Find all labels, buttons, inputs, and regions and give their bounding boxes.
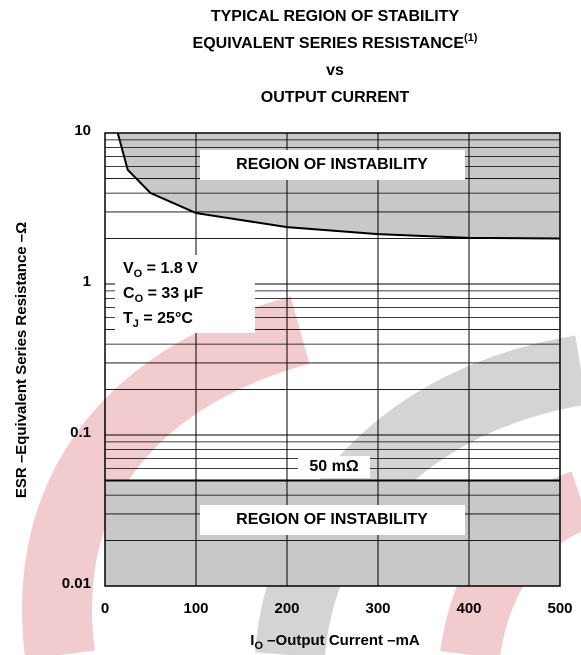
instability-area — [117, 133, 561, 239]
y-tick-label: 0.01 — [62, 575, 91, 592]
x-tick-label: 300 — [365, 600, 390, 617]
x-tick-label: 500 — [547, 600, 572, 617]
y-tick-label: 0.1 — [70, 424, 91, 441]
x-label-subscript: O — [254, 640, 263, 652]
label-bg — [298, 456, 370, 478]
condition-subscript: O — [135, 293, 144, 305]
label-bg — [200, 505, 465, 535]
condition-text: = 1.8 V — [142, 260, 198, 277]
condition-symbol: V — [123, 260, 134, 277]
x-label-symbol: I — [250, 632, 254, 649]
condition: VO = 1.8 V — [123, 260, 198, 280]
title-superscript: (1) — [464, 32, 478, 44]
title-line: vs — [326, 62, 344, 79]
x-tick-label: 0 — [101, 600, 109, 617]
label-bg — [115, 255, 255, 333]
condition-subscript: O — [134, 268, 143, 280]
condition-subscript: J — [133, 318, 139, 330]
watermark-arc — [255, 335, 581, 655]
condition-symbol: C — [123, 285, 135, 302]
plot-frame — [104, 132, 561, 587]
condition-text: = 25°C — [139, 310, 193, 327]
y-axis-label: ESR –Equivalent Series Resistance –Ω — [13, 222, 30, 498]
title-line: EQUIVALENT SERIES RESISTANCE(1) — [193, 32, 478, 52]
title-line: TYPICAL REGION OF STABILITY — [211, 8, 460, 25]
title-text: EQUIVALENT SERIES RESISTANCE — [193, 35, 465, 52]
condition: CO = 33 μF — [123, 285, 203, 305]
label-bg — [200, 150, 465, 180]
condition: TJ = 25°C — [123, 310, 193, 330]
y-tick-label: 1 — [83, 273, 91, 290]
title-line: OUTPUT CURRENT — [261, 89, 410, 106]
x-label-text: –Output Current –mA — [263, 632, 420, 649]
x-tick-label: 400 — [456, 600, 481, 617]
x-tick-label: 100 — [183, 600, 208, 617]
condition-symbol: T — [123, 310, 133, 327]
x-tick-label: 200 — [274, 600, 299, 617]
reference-label: 50 mΩ — [309, 458, 358, 475]
x-axis-label: IO –Output Current –mA — [250, 632, 420, 652]
region-label: REGION OF INSTABILITY — [236, 511, 428, 528]
condition-text: = 33 μF — [143, 285, 203, 302]
stability-boundary — [116, 132, 561, 240]
y-tick-label: 10 — [74, 122, 91, 139]
region-label: REGION OF INSTABILITY — [236, 156, 428, 173]
